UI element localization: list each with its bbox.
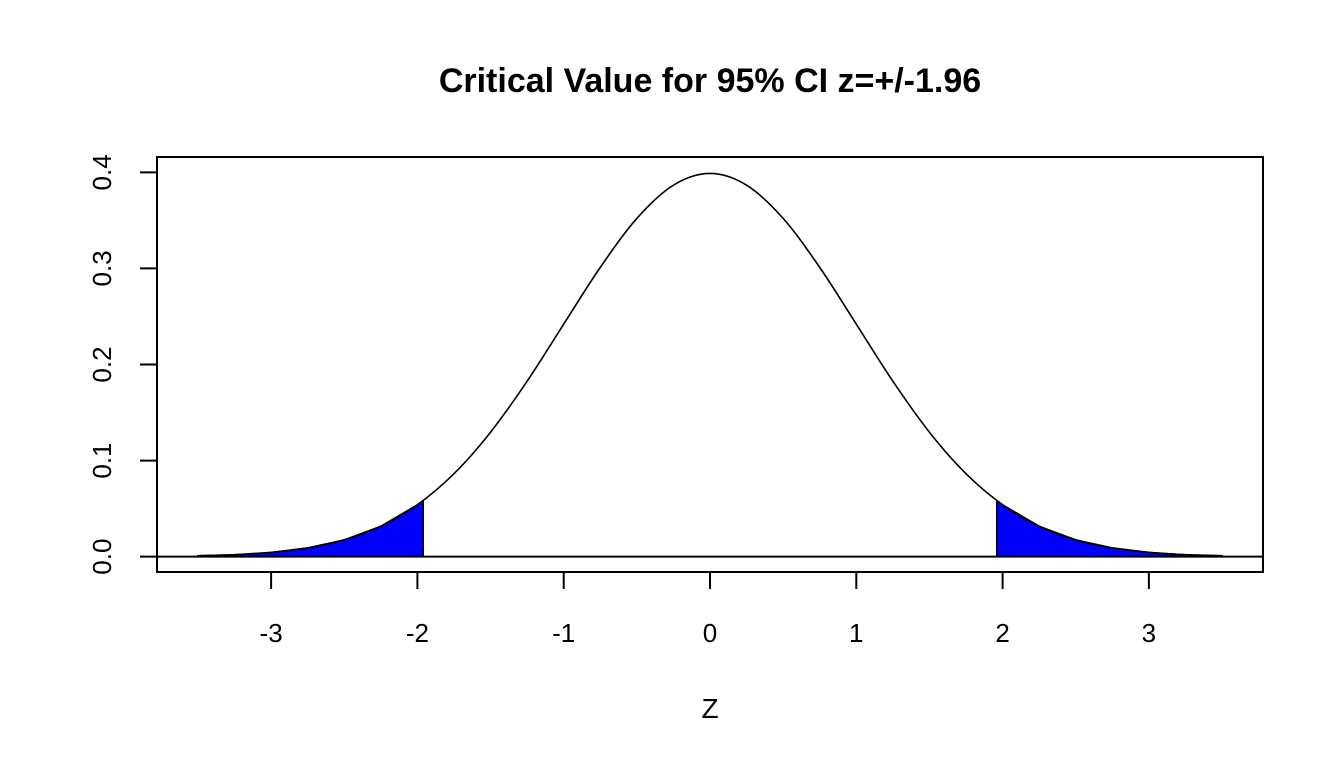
y-tick-label: 0.3: [87, 250, 117, 286]
x-tick-label: 2: [995, 618, 1009, 648]
x-axis-title: Z: [701, 693, 718, 724]
shaded-region-lower-tail: [197, 499, 425, 558]
y-tick-label: 0.4: [87, 154, 117, 190]
shaded-region-upper-tail: [995, 499, 1223, 558]
x-tick-label: -3: [260, 618, 283, 648]
y-tick-label: 0.2: [87, 346, 117, 382]
plot-frame: [156, 156, 1264, 573]
shaded-tail-regions: [197, 499, 1223, 558]
x-axis: -3 -2 -1 0 1 2 3: [260, 571, 1156, 648]
y-tick-label: 0.0: [87, 539, 117, 575]
chart-title: Critical Value for 95% CI z=+/-1.96: [439, 62, 981, 100]
density-curve-line: [197, 172, 1223, 557]
x-tick-label: 1: [849, 618, 863, 648]
x-tick-label: 3: [1142, 618, 1156, 648]
density-curve-group: [197, 172, 1223, 557]
x-tick-label: 0: [703, 618, 717, 648]
x-tick-label: -1: [552, 618, 575, 648]
y-axis: 0.0 0.1 0.2 0.3 0.4: [87, 154, 158, 575]
x-tick-label: -2: [406, 618, 429, 648]
y-tick-label: 0.1: [87, 442, 117, 478]
